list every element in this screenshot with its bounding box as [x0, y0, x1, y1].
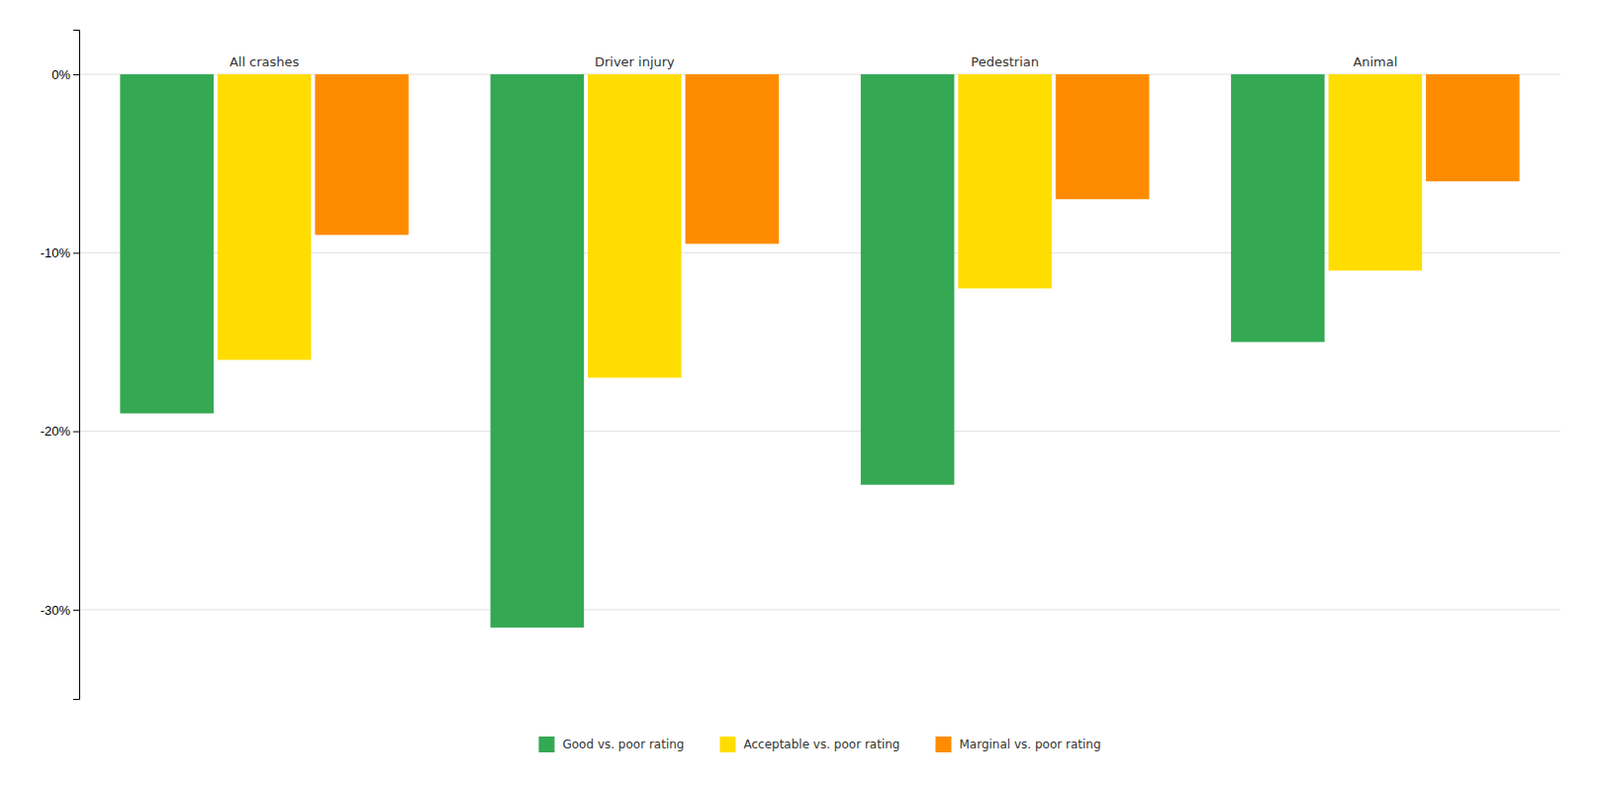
chart: 0% -10% -20% -30% All crashes Driver injury Pe…	[0, 0, 1600, 788]
tick-label: -20%	[40, 423, 72, 439]
bar	[490, 74, 585, 628]
bar	[1425, 74, 1520, 182]
legend-swatch	[538, 736, 555, 753]
legend-swatch	[935, 736, 951, 753]
bar	[1328, 74, 1423, 271]
bar	[1230, 74, 1325, 342]
legend: Good vs. poor rating Acceptable vs. poor …	[538, 736, 1101, 753]
tick-label: -10%	[40, 245, 72, 261]
legend-label: Marginal vs. poor rating	[958, 737, 1101, 752]
category-labels: All crashes Driver injury Pedestrian Animal	[229, 54, 1399, 70]
category-label: Pedestrian	[970, 54, 1039, 70]
axis-line	[73, 30, 81, 700]
tick-label: 0%	[51, 67, 71, 83]
tick: 0%	[51, 67, 80, 83]
bars	[119, 74, 1519, 628]
bar-series	[119, 74, 1324, 628]
tick: -30%	[40, 602, 80, 618]
category-label: Animal	[1352, 54, 1398, 70]
y-axis: 0% -10% -20% -30%	[40, 30, 81, 700]
tick-mark	[73, 609, 80, 611]
grid-line	[79, 430, 1561, 432]
tick: -20%	[40, 423, 80, 439]
tick-mark	[73, 431, 80, 433]
grid	[79, 74, 1561, 610]
bar	[860, 74, 955, 485]
legend-label: Acceptable vs. poor rating	[743, 737, 900, 752]
category-label: Driver injury	[594, 54, 675, 70]
legend-item: Acceptable vs. poor rating	[719, 736, 900, 753]
bar	[314, 74, 409, 235]
grid-line	[79, 608, 1561, 610]
bar-series	[314, 74, 1519, 244]
legend-item: Good vs. poor rating	[538, 736, 684, 753]
tick: -10%	[40, 245, 80, 261]
category-label: All crashes	[229, 54, 300, 70]
bar	[685, 74, 780, 244]
bar-series	[217, 74, 1422, 377]
bar	[957, 74, 1052, 288]
tick-mark	[73, 74, 80, 76]
bar	[1055, 74, 1150, 199]
tick-label: -30%	[40, 602, 72, 618]
tick-mark	[73, 252, 80, 254]
legend-swatch	[719, 736, 736, 753]
plot: 0% -10% -20% -30% All crashes Driver injury Pe…	[40, 30, 1561, 700]
bar	[119, 74, 214, 414]
legend-item: Marginal vs. poor rating	[935, 736, 1101, 753]
bar	[587, 74, 682, 377]
bar	[217, 74, 312, 360]
legend-label: Good vs. poor rating	[562, 737, 684, 752]
